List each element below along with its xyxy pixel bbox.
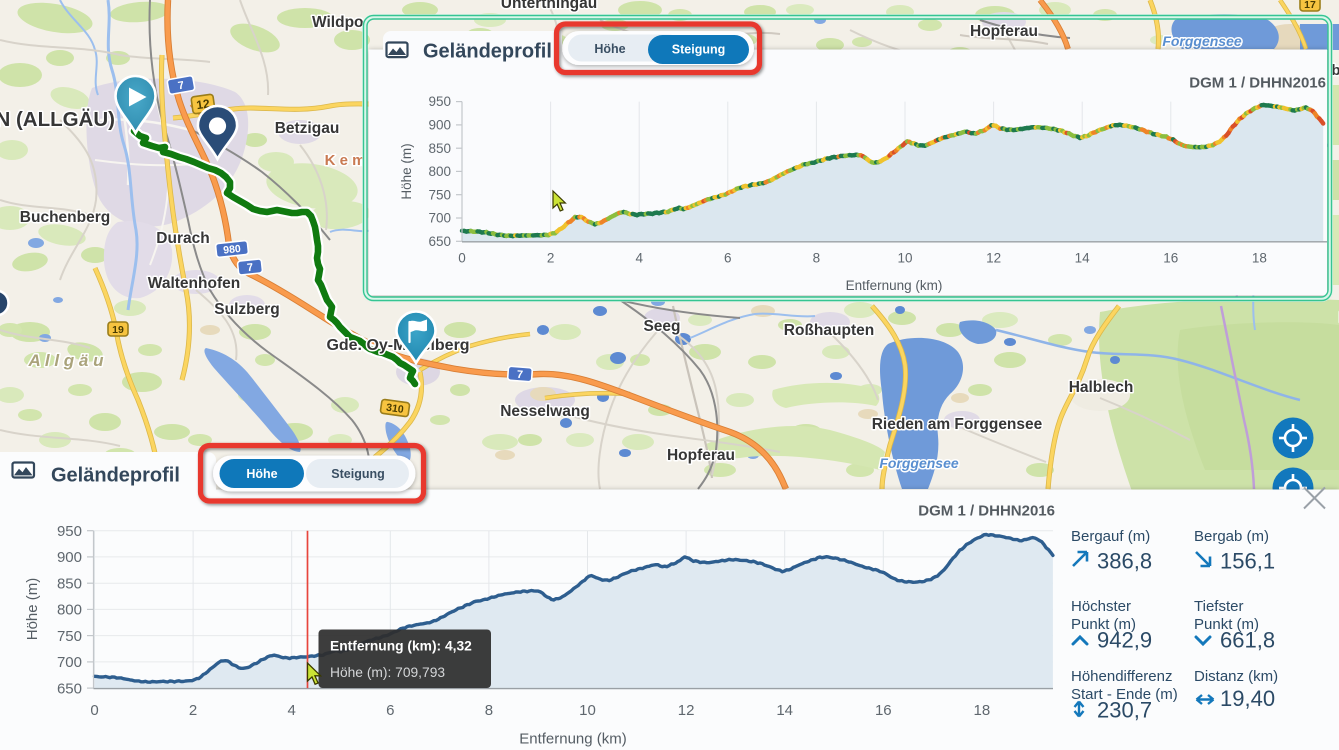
svg-text:850: 850 <box>57 575 82 592</box>
svg-text:Bergauf (m): Bergauf (m) <box>1071 528 1150 545</box>
svg-text:14: 14 <box>1075 251 1091 266</box>
svg-text:230,7: 230,7 <box>1097 698 1152 723</box>
svg-text:Waltenhofen: Waltenhofen <box>148 275 240 292</box>
svg-text:Hopferau: Hopferau <box>970 23 1038 40</box>
svg-text:Sulzberg: Sulzberg <box>214 301 279 318</box>
svg-text:2: 2 <box>189 702 197 719</box>
svg-text:800: 800 <box>57 602 82 619</box>
svg-text:18: 18 <box>974 702 991 719</box>
svg-text:Betzigau: Betzigau <box>275 120 340 137</box>
svg-text:800: 800 <box>428 164 451 179</box>
svg-text:Start - Ende (m): Start - Ende (m) <box>1071 686 1178 703</box>
svg-text:12: 12 <box>986 251 1001 266</box>
svg-text:700: 700 <box>57 654 82 671</box>
svg-text:Nesselwang: Nesselwang <box>500 403 590 420</box>
svg-text:4: 4 <box>288 702 296 719</box>
svg-text:12: 12 <box>678 702 695 719</box>
svg-text:10: 10 <box>897 251 912 266</box>
svg-text:Bergab (m): Bergab (m) <box>1194 528 1269 545</box>
svg-text:Höhe: Höhe <box>246 467 277 481</box>
svg-text:6: 6 <box>386 702 394 719</box>
svg-text:8: 8 <box>485 702 493 719</box>
svg-text:Halblech: Halblech <box>1069 379 1134 396</box>
svg-text:Geländeprofil: Geländeprofil <box>51 465 180 487</box>
svg-text:310: 310 <box>385 402 404 416</box>
svg-text:Entfernung (km): Entfernung (km) <box>846 278 943 293</box>
svg-text:19,40: 19,40 <box>1220 686 1275 711</box>
svg-text:16: 16 <box>875 702 892 719</box>
svg-text:980: 980 <box>223 243 242 257</box>
svg-text:Forggensee: Forggensee <box>879 455 959 471</box>
svg-text:Seeg: Seeg <box>643 318 680 335</box>
svg-text:7: 7 <box>516 369 523 381</box>
svg-text:Wildpo: Wildpo <box>312 14 364 31</box>
svg-text:750: 750 <box>428 187 451 202</box>
svg-text:2: 2 <box>547 251 555 266</box>
svg-text:Durach: Durach <box>156 230 209 247</box>
svg-text:750: 750 <box>57 628 82 645</box>
svg-text:Punkt (m): Punkt (m) <box>1071 616 1136 633</box>
svg-text:Steigung: Steigung <box>331 467 384 481</box>
svg-text:900: 900 <box>428 117 451 132</box>
svg-text:650: 650 <box>428 234 451 249</box>
svg-text:950: 950 <box>57 523 82 540</box>
svg-text:950: 950 <box>428 94 451 109</box>
svg-text:7: 7 <box>246 262 253 275</box>
svg-text:Entfernung (km): 4,32: Entfernung (km): 4,32 <box>330 639 472 654</box>
svg-text:Buchenberg: Buchenberg <box>20 209 110 226</box>
svg-text:Tiefster: Tiefster <box>1194 598 1243 615</box>
svg-text:650: 650 <box>57 680 82 697</box>
svg-text:0: 0 <box>90 702 98 719</box>
svg-text:Höhe: Höhe <box>594 42 625 56</box>
svg-text:Gde. Oy-Mittelberg: Gde. Oy-Mittelberg <box>326 337 469 354</box>
svg-text:Forggensee: Forggensee <box>1162 33 1242 49</box>
svg-text:DGM 1 / DHHN2016: DGM 1 / DHHN2016 <box>918 503 1055 520</box>
svg-text:Rieden am Forggensee: Rieden am Forggensee <box>872 416 1043 433</box>
svg-text:386,8: 386,8 <box>1097 549 1152 574</box>
svg-text:900: 900 <box>57 549 82 566</box>
svg-text:18: 18 <box>1252 251 1267 266</box>
svg-text:16: 16 <box>1163 251 1178 266</box>
svg-text:19: 19 <box>112 324 124 336</box>
svg-text:Höhe (m): Höhe (m) <box>24 578 41 641</box>
svg-text:850: 850 <box>428 141 451 156</box>
svg-text:DGM 1 / DHHN2016: DGM 1 / DHHN2016 <box>1189 75 1326 92</box>
svg-text:8: 8 <box>813 251 821 266</box>
svg-text:Steigung: Steigung <box>672 42 725 56</box>
svg-text:661,8: 661,8 <box>1220 628 1275 653</box>
svg-text:K e m: K e m <box>325 152 366 169</box>
svg-text:0: 0 <box>458 251 466 266</box>
svg-text:4: 4 <box>635 251 643 266</box>
svg-text:156,1: 156,1 <box>1220 549 1275 574</box>
svg-text:b: b <box>1331 62 1339 79</box>
svg-text:Roßhaupten: Roßhaupten <box>784 322 874 339</box>
svg-text:Unterthingau: Unterthingau <box>501 0 597 12</box>
svg-text:Hopferau: Hopferau <box>667 447 735 464</box>
svg-text:Höhe (m): Höhe (m) <box>399 143 414 199</box>
svg-text:Höhendifferenz: Höhendifferenz <box>1071 668 1172 685</box>
svg-text:Entfernung (km): Entfernung (km) <box>519 731 627 748</box>
svg-text:N (ALLGÄU): N (ALLGÄU) <box>0 108 115 131</box>
svg-text:942,9: 942,9 <box>1097 628 1152 653</box>
svg-text:A l l g ä u: A l l g ä u <box>28 351 105 370</box>
svg-text:Geländeprofil: Geländeprofil <box>423 41 552 63</box>
svg-text:17: 17 <box>1304 0 1316 11</box>
svg-text:6: 6 <box>724 251 732 266</box>
svg-text:Distanz (km): Distanz (km) <box>1194 668 1278 685</box>
svg-text:14: 14 <box>776 702 793 719</box>
svg-text:700: 700 <box>428 211 451 226</box>
svg-text:7: 7 <box>177 80 185 93</box>
svg-text:10: 10 <box>579 702 596 719</box>
svg-text:Punkt (m): Punkt (m) <box>1194 616 1259 633</box>
svg-text:Höchster: Höchster <box>1071 598 1131 615</box>
svg-text:Höhe (m): 709,793: Höhe (m): 709,793 <box>330 665 445 680</box>
